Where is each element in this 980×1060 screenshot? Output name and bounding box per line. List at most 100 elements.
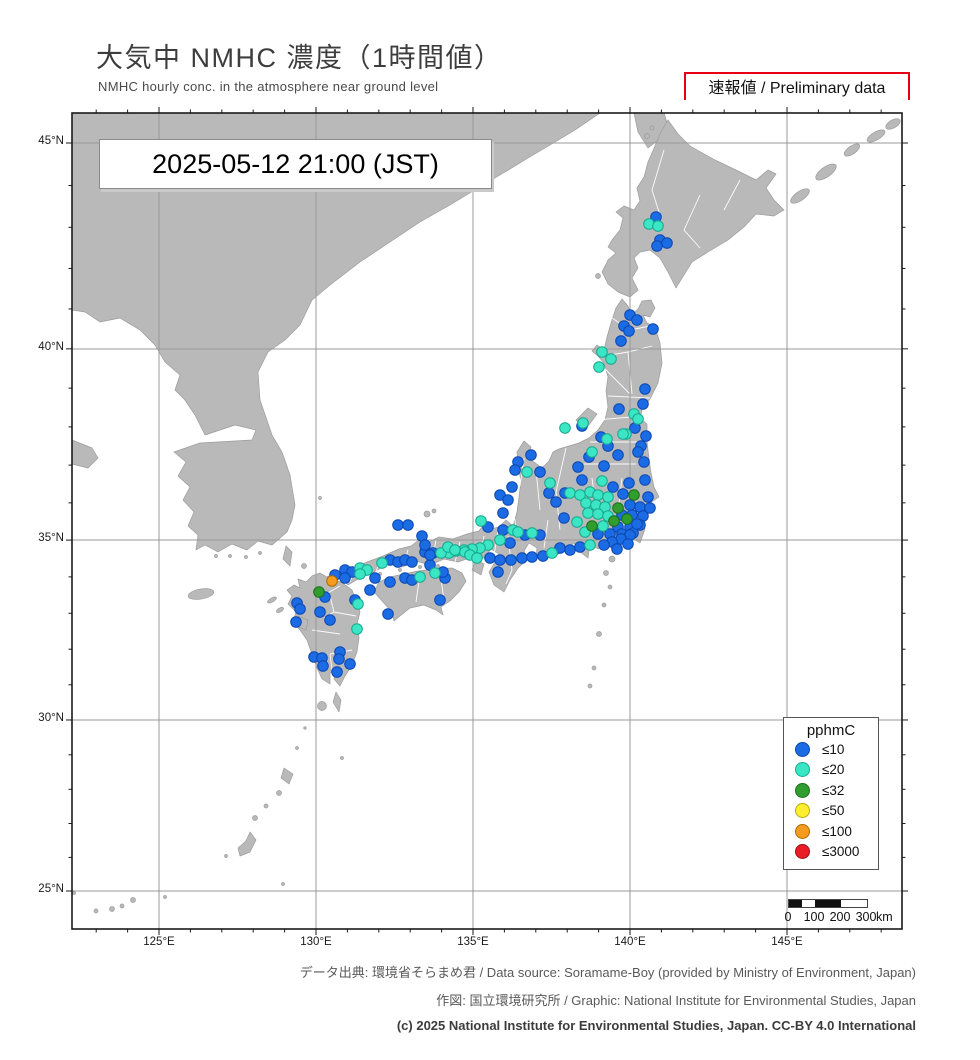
legend-items: ≤10 ≤20 ≤32 ≤50 ≤100 ≤3000 [784,739,878,862]
izu-island [596,631,602,637]
station-dot [613,403,625,415]
izu-island [607,584,613,590]
scale-bar-label: 300 [855,910,877,924]
station-dot [502,494,514,506]
station-dot [617,488,629,500]
station-dot [497,524,509,536]
station-dot [580,497,592,509]
preliminary-data-badge: 速報値 / Preliminary data [684,72,910,105]
station-dot [509,464,521,476]
goto-island [267,596,277,604]
station-dot [406,556,418,568]
lon-tick-label: 140°E [614,936,646,948]
station-dot [612,449,624,461]
station-dot [497,507,509,519]
station-dot [331,666,343,678]
station-dot [607,481,619,493]
station-dot [621,513,633,525]
station-dot [317,660,329,672]
goto-island [276,607,284,613]
korea-south-islet [214,554,218,558]
station-dot [632,446,644,458]
station-dot [434,594,446,606]
station-dot [592,508,604,520]
footer-copyright: (c) 2025 National Institute for Environm… [396,1018,916,1033]
izu-island [587,683,593,689]
station-dot [558,512,570,524]
station-dot [564,487,576,499]
hokkaido [601,119,785,298]
japan-map [60,100,914,944]
station-dot [534,466,546,478]
station-dot [617,428,629,440]
amami-islet [276,790,282,796]
sakishima-islet [119,903,125,909]
scale-bar-segment [802,900,815,907]
scale-bar: 0 100 200 300 km [785,899,908,925]
legend-row: ≤3000 [784,842,878,863]
station-dot [639,383,651,395]
station-dot [333,653,345,665]
legend-box: pphmC ≤10 ≤20 ≤32 ≤50 ≤100 ≤3000 [783,717,879,870]
station-dot [505,554,517,566]
page-subtitle: NMHC hourly conc. in the atmosphere near… [98,79,439,94]
station-dot [544,477,556,489]
amami-island [280,767,294,785]
ryukyu-islet [295,746,299,750]
station-dot [364,584,376,596]
station-dot [639,474,651,486]
station-dot [571,516,583,528]
station-dot [559,422,571,434]
tanegashima-island [332,691,342,713]
legend-row: ≤100 [784,821,878,842]
station-dot [631,314,643,326]
ulleung-island [318,496,322,500]
sakishima-islet [72,891,76,895]
station-dot [596,346,608,358]
station-dot [638,456,650,468]
station-dot [494,534,506,546]
legend-color-dot [795,762,810,778]
legend-color-dot [795,782,810,798]
station-dot [351,623,363,635]
station-dot [623,325,635,337]
lon-tick-label: 145°E [771,936,803,948]
station-dot [550,496,562,508]
station-dot [376,557,388,569]
station-dot [605,353,617,365]
scale-bar-unit: km [876,910,893,924]
station-dot [602,491,614,503]
page-title: 大気中 NMHC 濃度（1時間値） [96,43,503,73]
station-dot [516,552,528,564]
kuril-island [815,163,837,181]
legend-color-dot [795,741,810,757]
station-dot [354,568,366,580]
station-dot [384,576,396,588]
lat-tick-label: 35°N [38,532,64,544]
legend-row: ≤20 [784,760,878,781]
izu-island [603,570,609,576]
izu-island [601,602,607,608]
ryukyu-islet [303,726,307,730]
scale-bar-segment [815,900,841,907]
station-dot [592,489,604,501]
station-dot [572,461,584,473]
izu-island [608,555,616,563]
seto-islet [436,564,440,568]
station-dot [382,608,394,620]
station-dot [601,433,613,445]
korea-south-islet [258,551,262,555]
station-dot [344,658,356,670]
legend-class-label: ≤100 [822,823,852,839]
amami-islet [252,815,258,821]
sakishima-islet [130,897,136,903]
sakishima-islet [109,906,115,912]
okinawa-islet [224,854,228,858]
legend-class-label: ≤3000 [822,844,860,860]
graticule [72,113,902,929]
legend-color-dot [795,803,810,819]
station-dot [624,499,636,511]
station-dot [651,240,663,252]
station-dot [429,567,441,579]
